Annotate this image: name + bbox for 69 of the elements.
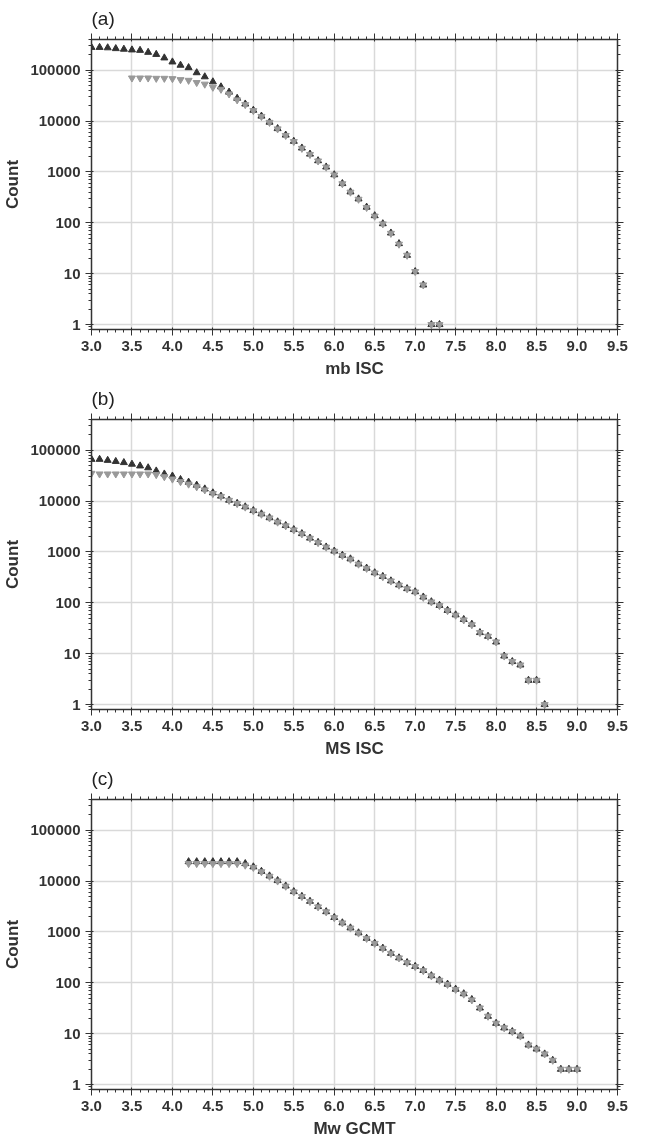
- x-tick-label: 7.5: [445, 1096, 467, 1114]
- x-tick-label: 6.5: [364, 1096, 386, 1114]
- x-tick-label: 7.0: [404, 716, 426, 734]
- x-tick-label: 8.5: [526, 336, 548, 354]
- x-tick-label: 5.5: [283, 1096, 305, 1114]
- x-tick-label: 3.0: [81, 1096, 102, 1114]
- x-tick-label: 4.0: [162, 716, 183, 734]
- y-tick-label: 1000: [47, 162, 81, 180]
- y-tick-label: 100000: [30, 61, 81, 79]
- y-axis-title: Count: [3, 539, 23, 590]
- y-axis-title: Count: [3, 919, 23, 970]
- y-tick-label: 1: [72, 315, 81, 333]
- x-tick-label: 7.0: [404, 336, 426, 354]
- x-tick-label: 6.0: [323, 336, 345, 354]
- y-tick-label: 1000: [47, 542, 81, 560]
- x-tick-label: 8.5: [526, 1096, 548, 1114]
- chart-title: (c): [91, 767, 114, 789]
- y-tick-label: 1: [72, 695, 81, 713]
- x-tick-label: 5.5: [283, 716, 305, 734]
- x-tick-label: 5.0: [242, 716, 264, 734]
- y-tick-label: 100: [55, 593, 81, 611]
- y-tick-label: 100: [55, 973, 81, 991]
- x-tick-label: 3.5: [121, 336, 143, 354]
- x-tick-label: 9.5: [607, 1096, 628, 1114]
- y-tick-label: 100000: [30, 441, 81, 459]
- y-tick-label: 10: [63, 264, 81, 282]
- x-tick-label: 4.0: [162, 336, 183, 354]
- x-tick-label: 8.0: [485, 336, 507, 354]
- x-tick-label: 8.5: [526, 716, 548, 734]
- x-tick-label: 9.0: [566, 716, 588, 734]
- x-tick-label: 9.5: [607, 716, 628, 734]
- x-tick-label: 3.0: [81, 336, 102, 354]
- y-tick-label: 10000: [38, 492, 81, 510]
- chart-title: (b): [91, 387, 115, 409]
- x-tick-label: 4.5: [202, 1096, 224, 1114]
- x-tick-label: 7.5: [445, 336, 467, 354]
- x-tick-label: 7.5: [445, 716, 467, 734]
- x-tick-label: 7.0: [404, 1096, 426, 1114]
- x-tick-label: 6.5: [364, 336, 386, 354]
- x-axis-title: mb ISC: [325, 358, 384, 378]
- y-tick-label: 1: [72, 1075, 81, 1093]
- y-axis-title: Count: [3, 159, 23, 210]
- x-axis-title: Mw GCMT: [313, 1118, 397, 1138]
- x-tick-label: 4.5: [202, 336, 224, 354]
- x-tick-label: 5.5: [283, 336, 305, 354]
- x-axis-title: MS ISC: [325, 738, 384, 758]
- y-tick-label: 10: [63, 1024, 81, 1042]
- x-tick-label: 9.5: [607, 336, 628, 354]
- x-tick-label: 3.5: [121, 716, 143, 734]
- y-tick-label: 10000: [38, 112, 81, 130]
- x-tick-label: 5.0: [242, 336, 264, 354]
- y-tick-label: 10: [63, 644, 81, 662]
- chart-title: (a): [91, 7, 115, 29]
- x-tick-label: 8.0: [485, 1096, 507, 1114]
- y-tick-label: 100000: [30, 821, 81, 839]
- x-tick-label: 3.0: [81, 716, 102, 734]
- x-tick-label: 4.0: [162, 1096, 183, 1114]
- y-tick-label: 100: [55, 213, 81, 231]
- y-tick-label: 1000: [47, 922, 81, 940]
- x-tick-label: 6.5: [364, 716, 386, 734]
- x-tick-label: 3.5: [121, 1096, 143, 1114]
- x-tick-label: 4.5: [202, 716, 224, 734]
- x-tick-label: 8.0: [485, 716, 507, 734]
- x-tick-label: 5.0: [242, 1096, 264, 1114]
- x-tick-label: 6.0: [323, 716, 345, 734]
- x-tick-label: 9.0: [566, 1096, 588, 1114]
- x-tick-label: 6.0: [323, 1096, 345, 1114]
- x-tick-label: 9.0: [566, 336, 588, 354]
- y-tick-label: 10000: [38, 872, 81, 890]
